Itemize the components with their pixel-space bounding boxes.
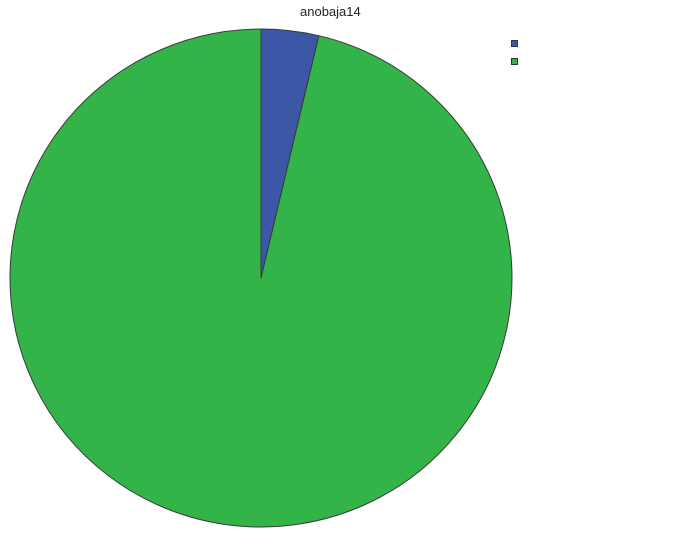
legend-swatch — [511, 40, 518, 47]
legend-item — [511, 48, 679, 65]
legend — [511, 30, 679, 66]
legend-item — [511, 30, 679, 47]
pie-slice-1 — [10, 29, 512, 527]
chart-title: anobaja14 — [300, 4, 361, 19]
pie-slices — [10, 29, 512, 527]
legend-swatch — [511, 58, 518, 65]
